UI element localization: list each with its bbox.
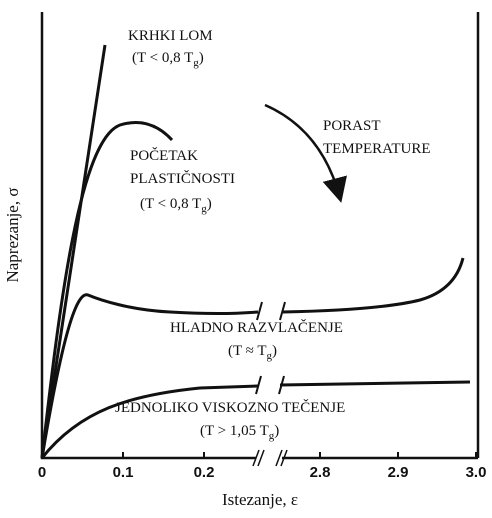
- x-tick-label: 2.8: [310, 464, 331, 481]
- x-tick-label: 0.2: [194, 464, 215, 481]
- condition-end: ): [207, 196, 212, 212]
- arrow: [264, 103, 347, 203]
- curve-break: [255, 301, 286, 395]
- axes: [40, 12, 480, 460]
- viscous-curve: [40, 380, 471, 459]
- x-tick-label: 0: [38, 464, 46, 481]
- annotation: PORAST: [323, 118, 381, 134]
- condition: (T < 0,8 Tg): [132, 50, 204, 69]
- cold-drawing-curve: [40, 257, 465, 459]
- y-axis-label: Naprezanje, σ: [3, 187, 22, 282]
- axis-break: [252, 449, 288, 467]
- condition-sub: g: [201, 203, 207, 215]
- x-axis-label: Istezanje, ε: [222, 490, 298, 509]
- condition-text: (T < 0,8 T: [140, 196, 201, 212]
- annotation: JEDNOLIKO VISKOZNO TEČENJE: [115, 399, 345, 416]
- x-tick-label: 2.9: [388, 464, 409, 481]
- x-tick-label: 3.0: [466, 464, 487, 481]
- brittle-curve: [40, 44, 107, 459]
- condition: (T > 1,05 Tg): [200, 423, 279, 442]
- annotation: KRHKI LOM: [128, 28, 213, 44]
- condition-end: ): [274, 423, 279, 439]
- condition: (T < 0,8 Tg): [140, 196, 212, 215]
- condition-text: (T > 1,05 T: [200, 423, 269, 439]
- annotation: POČETAK: [130, 147, 198, 164]
- condition-sub: g: [269, 430, 275, 442]
- condition-end: ): [199, 50, 204, 66]
- condition-end: ): [272, 343, 277, 359]
- annotation: PLASTIČNOSTI: [130, 170, 235, 187]
- condition: (T ≈ Tg): [228, 343, 277, 362]
- annotation: TEMPERATURE: [323, 141, 431, 157]
- x-tick-label: 0.1: [113, 464, 134, 481]
- condition-sub: g: [267, 350, 273, 362]
- condition-text: (T < 0,8 T: [132, 50, 193, 66]
- plastic-curve: [40, 121, 174, 459]
- condition-text: (T ≈ T: [228, 343, 267, 359]
- annotation: HLADNO RAZVLAČENJE: [170, 319, 343, 336]
- condition-sub: g: [193, 57, 199, 69]
